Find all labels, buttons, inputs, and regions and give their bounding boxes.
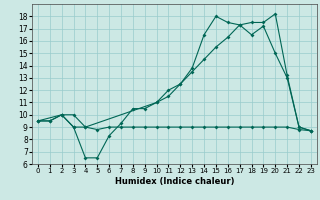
X-axis label: Humidex (Indice chaleur): Humidex (Indice chaleur)	[115, 177, 234, 186]
